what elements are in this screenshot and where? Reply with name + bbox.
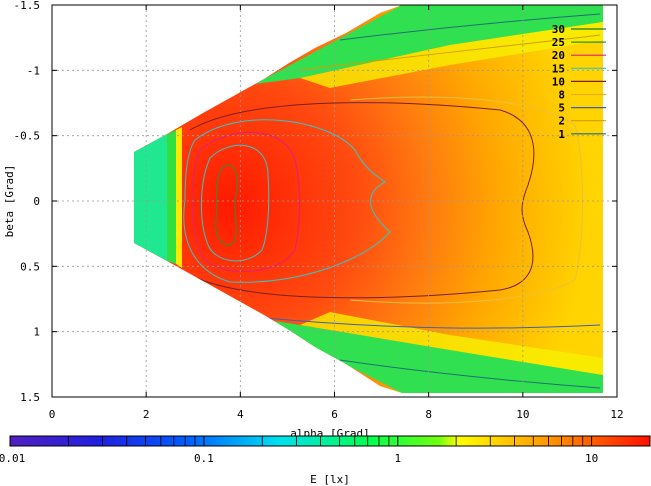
colorbar-tick-label: 10 [585,452,598,465]
contour-30 [215,164,238,246]
grid-lines [52,5,617,397]
legend-label: 1 [558,128,565,141]
legend-label: 10 [552,75,565,88]
colorbar: 0.01 0.1 1 10 E [lx] [0,435,651,486]
y-tick-label: 1.5 [20,391,40,404]
contour-15 [183,119,391,283]
colorbar-tick-label: 0.01 [0,452,25,465]
x-tick-label: 6 [331,408,338,421]
y-tick-label: 0 [33,195,40,208]
contour-20 [191,131,300,272]
y-tick-label: 1 [33,326,40,339]
low-band-left [134,134,167,261]
yellow-band-bottom [300,312,603,375]
y-tick-label: -1.5 [14,0,41,12]
legend-label: 15 [552,62,565,75]
x-axis: 0 2 4 6 8 10 12 [49,5,624,421]
legend-label: 2 [558,115,565,128]
y-tick-label: -0.5 [14,130,41,143]
colorbar-label: E [lx] [310,473,350,486]
low-band-left-inner [167,130,176,264]
x-tick-label: 10 [516,408,529,421]
yellow-band-left [176,127,182,268]
yellow-band-top [300,22,603,88]
contour-10 [189,102,535,299]
low-band-top [255,5,603,84]
legend-label: 8 [558,89,565,102]
y-axis: -1.5 -1 -0.5 0 0.5 1 1.5 [14,0,617,404]
contour-5 [264,317,601,329]
x-tick-label: 2 [143,408,150,421]
y-axis-label: beta [Grad] [3,165,16,238]
contour-1-top [339,13,601,41]
legend-label: 20 [552,49,565,62]
contour-25 [201,144,270,262]
colorbar-tick-label: 0.1 [194,452,214,465]
colorbar-tick-label: 1 [394,452,401,465]
legend-label: 5 [558,102,565,115]
contour-2-top [299,34,601,71]
x-tick-label: 8 [425,408,432,421]
x-tick-label: 0 [49,408,56,421]
x-tick-label: 12 [610,408,623,421]
legend-label: 25 [552,36,565,49]
colorbar-ticks: 0.01 0.1 1 10 [0,436,651,465]
legend-label: 30 [552,23,565,36]
x-tick-label: 4 [237,408,244,421]
y-tick-label: -1 [27,64,40,77]
y-tick-label: 0.5 [20,260,40,273]
contour-1-bottom [339,359,601,389]
colorbar-gradient [9,435,651,447]
